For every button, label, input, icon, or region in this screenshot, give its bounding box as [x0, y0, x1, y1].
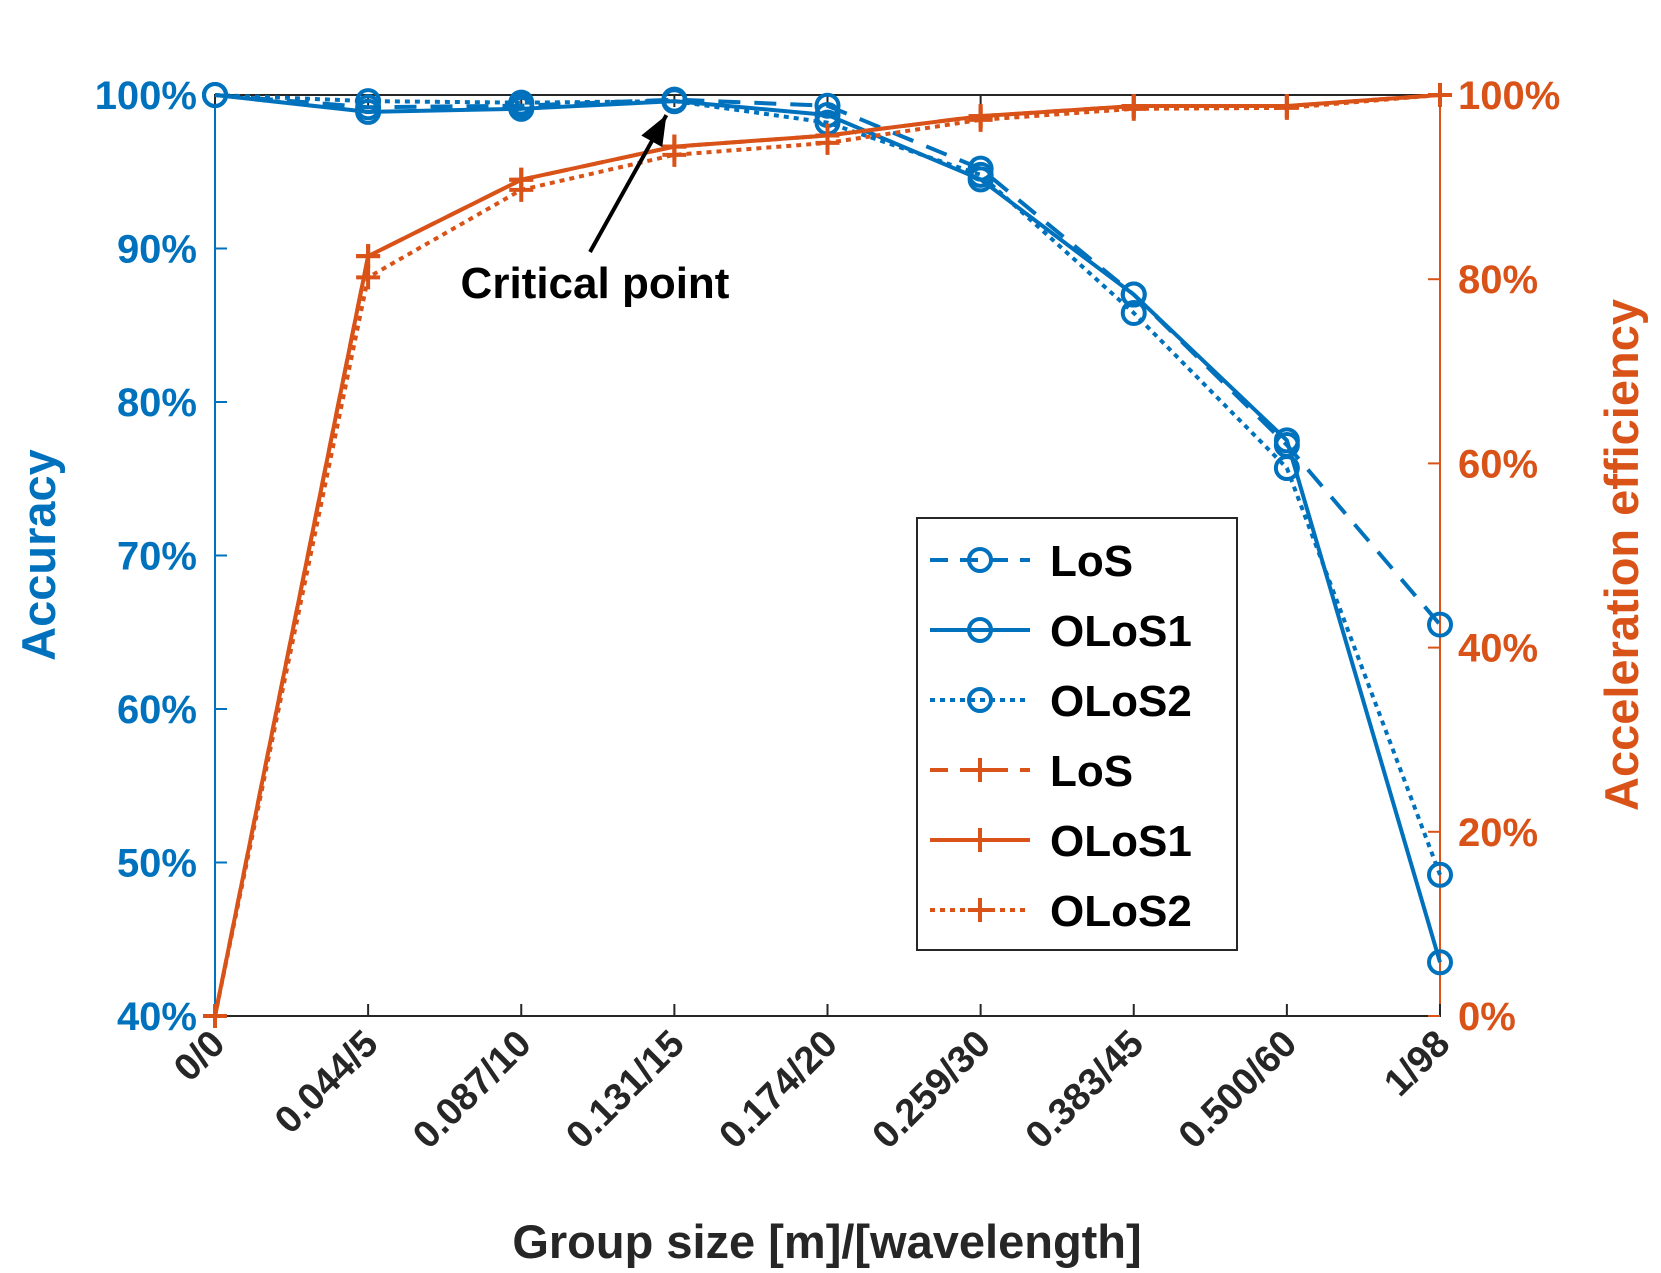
annotation-arrow-head: [641, 115, 667, 148]
series-line-left-olos2: [214, 93, 1442, 876]
x-tick-label: 0.383/45: [1018, 1023, 1152, 1157]
legend-circle-marker: [967, 547, 993, 573]
right-tick-label: 80%: [1458, 258, 1538, 302]
plus-marker-olos2: [1428, 83, 1452, 107]
plus-marker-olos2: [509, 177, 534, 202]
circle-marker-los: [1427, 611, 1453, 638]
plus-marker-olos2: [662, 142, 687, 167]
left-tick-label: 80%: [117, 381, 197, 425]
left-tick-label: 100%: [95, 74, 197, 118]
circle-marker-olos1: [1120, 281, 1147, 308]
legend-plus-marker: [968, 898, 992, 922]
left-tick-label: 90%: [117, 228, 197, 272]
circle-marker-olos2: [202, 82, 228, 108]
circle-marker-olos1: [1273, 427, 1300, 454]
legend-plus-marker: [968, 758, 992, 782]
legend-label: OLoS2: [1050, 887, 1192, 936]
plus-marker-olos2: [1121, 96, 1146, 121]
annotation-label: Critical point: [461, 259, 730, 308]
left-tick-label: 60%: [117, 688, 197, 732]
plus-marker-olos2: [1274, 95, 1299, 120]
right-tick-label: 60%: [1458, 442, 1538, 486]
circle-marker-olos1: [1427, 949, 1453, 976]
series-lines: [213, 93, 1442, 1017]
series-line-right-olos2: [213, 93, 1441, 1017]
circle-marker-olos2: [1120, 299, 1147, 326]
x-tick-label: 0.044/5: [267, 1023, 386, 1142]
series-line-left-los: [214, 93, 1442, 626]
plus-marker-olos2: [203, 1004, 227, 1028]
series-markers: [202, 82, 1453, 1028]
right-ticks: 0% 20% 40% 60% 80% 100%: [1428, 74, 1560, 1039]
left-ticks: 40% 50% 60% 70% 80% 90% 100%: [95, 74, 227, 1039]
circle-marker-los: [814, 92, 841, 119]
x-tick-label: 0.087/10: [405, 1023, 539, 1157]
legend-box: [916, 517, 1238, 951]
left-tick-label: 70%: [117, 535, 197, 579]
series-line-left-olos1: [214, 93, 1442, 963]
right-tick-label: 20%: [1458, 811, 1538, 855]
grid-and-axes: [214, 94, 1441, 1017]
left-tick-label: 40%: [117, 995, 197, 1039]
x-tick-label: 0.131/15: [558, 1023, 692, 1157]
circle-marker-olos2: [508, 89, 535, 116]
circle-marker-olos2: [355, 88, 382, 115]
plus-marker-olos2: [356, 265, 381, 290]
left-axis-label: Accuracy: [12, 449, 65, 661]
plus-marker-olos1: [356, 244, 381, 269]
legend-label: OLoS1: [1050, 817, 1192, 866]
right-axis-label: Acceleration efficiency: [1595, 299, 1648, 811]
x-tick-label: 0.259/30: [865, 1023, 999, 1157]
circle-marker-olos2: [967, 161, 994, 188]
x-tick-label: 0.174/20: [712, 1023, 846, 1157]
x-tick-label: 0.500/60: [1171, 1023, 1305, 1157]
x-tick-label: 1/98: [1376, 1023, 1458, 1105]
circle-marker-olos2: [1273, 455, 1300, 482]
plot-area: [214, 94, 1441, 1017]
circle-marker-olos2: [1427, 861, 1453, 888]
legend-circle-marker: [967, 617, 993, 643]
legend-circle-marker: [967, 687, 993, 713]
circle-marker-olos2: [661, 88, 688, 115]
plus-marker-olos2: [815, 130, 840, 155]
series-line-right-los: [213, 93, 1441, 1017]
annotation-layer: Critical point: [461, 114, 730, 308]
x-axis-label: Group size [m]/[wavelength]: [512, 1215, 1141, 1268]
legend-label: OLoS1: [1050, 607, 1192, 656]
right-tick-label: 100%: [1458, 74, 1560, 118]
legend-plus-marker: [968, 828, 992, 852]
legend: LoS OLoS1 OLoS2 LoS OLoS1 OLoS2: [916, 517, 1238, 951]
left-tick-label: 50%: [117, 842, 197, 886]
series-line-right-olos1: [213, 93, 1441, 1017]
legend-label: LoS: [1050, 537, 1133, 586]
legend-label: LoS: [1050, 747, 1133, 796]
right-tick-label: 40%: [1458, 627, 1538, 671]
circle-marker-olos1: [355, 98, 382, 125]
legend-label: OLoS2: [1050, 677, 1192, 726]
plus-marker-olos2: [968, 107, 993, 132]
right-tick-label: 0%: [1458, 995, 1516, 1039]
